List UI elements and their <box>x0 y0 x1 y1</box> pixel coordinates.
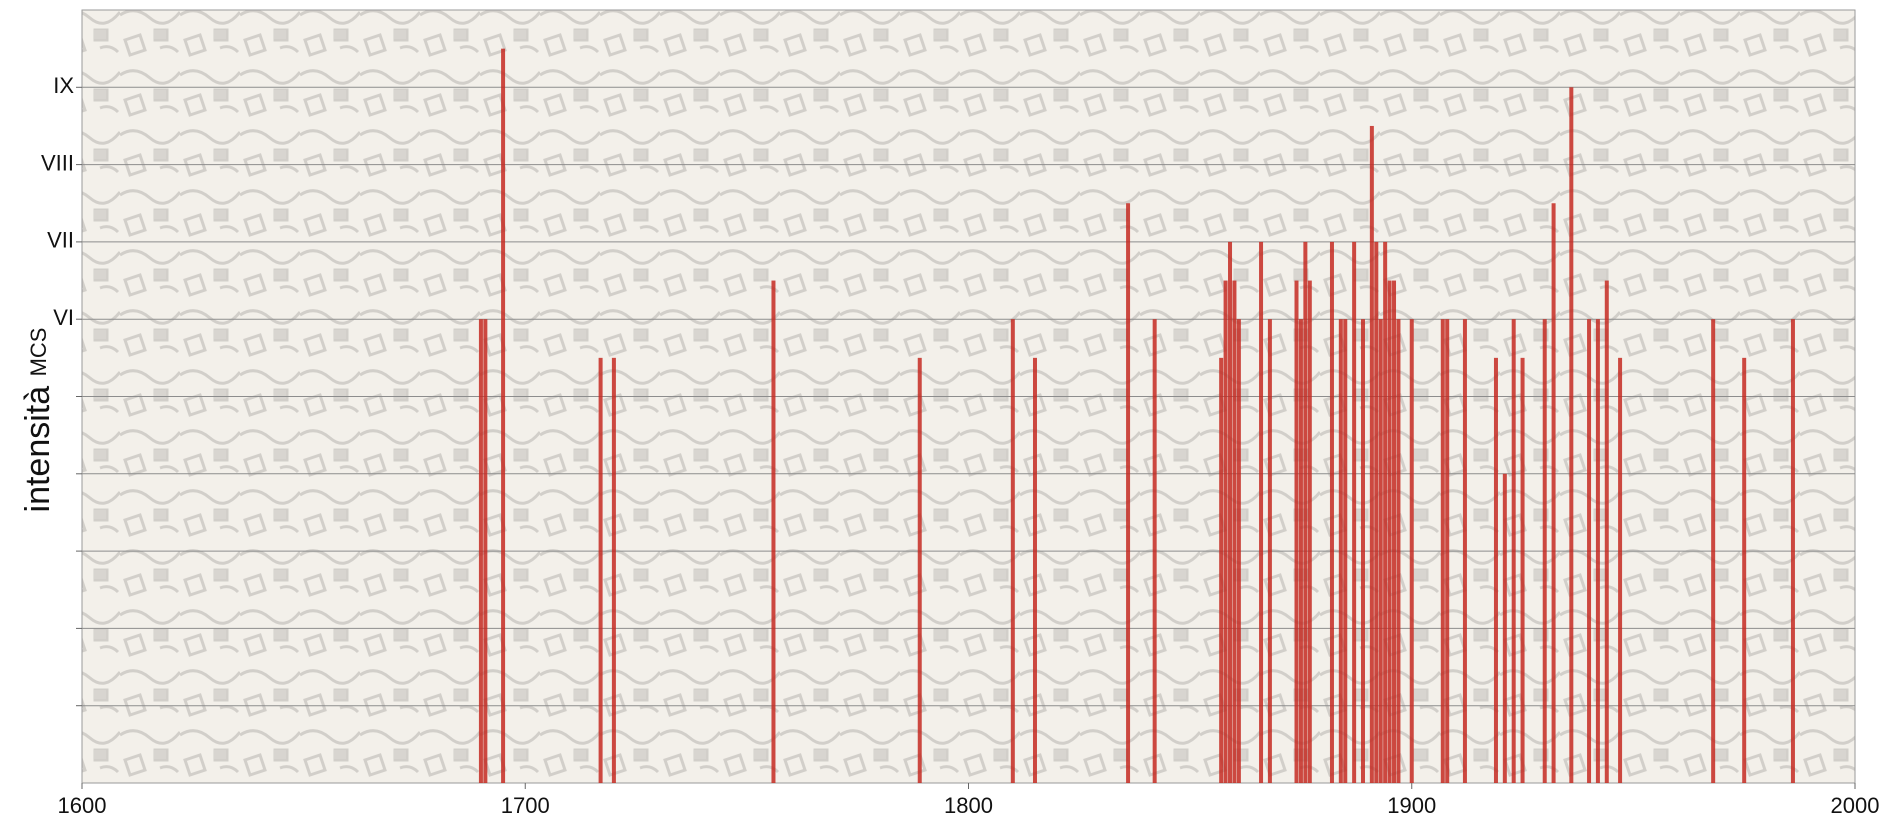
bar <box>1462 319 1467 783</box>
bar <box>1236 319 1241 783</box>
x-tick-label: 1900 <box>1387 793 1436 818</box>
y-tick-label: VIII <box>41 150 74 175</box>
bar <box>1493 357 1498 783</box>
bar <box>1392 280 1397 783</box>
bar <box>1618 357 1623 783</box>
x-tick-label: 1600 <box>58 793 107 818</box>
bar <box>1409 319 1414 783</box>
bar <box>1790 319 1795 783</box>
y-axis-title-main: intensità <box>19 386 57 513</box>
bar <box>1232 280 1237 783</box>
x-tick-label: 1700 <box>501 793 550 818</box>
bar <box>1511 319 1516 783</box>
bar <box>478 319 483 783</box>
bar <box>1445 319 1450 783</box>
y-axis-unit: MCS <box>26 328 51 377</box>
bar <box>611 357 616 783</box>
bar <box>1303 241 1308 783</box>
x-tick-label: 1800 <box>944 793 993 818</box>
bar <box>1711 319 1716 783</box>
bar <box>1396 319 1401 783</box>
bar <box>1343 319 1348 783</box>
bar <box>1374 241 1379 783</box>
bar <box>1569 87 1574 784</box>
bar <box>1587 319 1592 783</box>
bar <box>1542 319 1547 783</box>
bar <box>1329 241 1334 783</box>
bar <box>501 48 506 783</box>
bar <box>1520 357 1525 783</box>
bar <box>1298 319 1303 783</box>
bar <box>1378 319 1383 783</box>
bar <box>917 357 922 783</box>
bar <box>771 280 776 783</box>
bar <box>1595 319 1600 783</box>
y-tick-label: IX <box>53 73 74 98</box>
bar <box>1383 241 1388 783</box>
bar <box>1369 125 1374 783</box>
y-tick-label: VII <box>47 228 74 253</box>
y-axis-title: intensità MCS <box>19 328 57 513</box>
bar <box>1338 319 1343 783</box>
bar <box>1228 241 1233 783</box>
bar <box>1223 280 1228 783</box>
x-tick-label: 2000 <box>1831 793 1879 818</box>
bar <box>1307 280 1312 783</box>
bar <box>1152 319 1157 783</box>
bar <box>1360 319 1365 783</box>
bar <box>1259 241 1264 783</box>
bar <box>1352 241 1357 783</box>
bar <box>483 319 488 783</box>
bar <box>1387 280 1392 783</box>
bar <box>1219 357 1224 783</box>
bar <box>1551 203 1556 783</box>
bar <box>1294 280 1299 783</box>
bar <box>1440 319 1445 783</box>
bar <box>1604 280 1609 783</box>
bar <box>598 357 603 783</box>
bar <box>1267 319 1272 783</box>
bar <box>1126 203 1131 783</box>
bar <box>1502 473 1507 783</box>
bar <box>1742 357 1747 783</box>
bar <box>1010 319 1015 783</box>
y-tick-label: VI <box>53 305 74 330</box>
bar <box>1032 357 1037 783</box>
